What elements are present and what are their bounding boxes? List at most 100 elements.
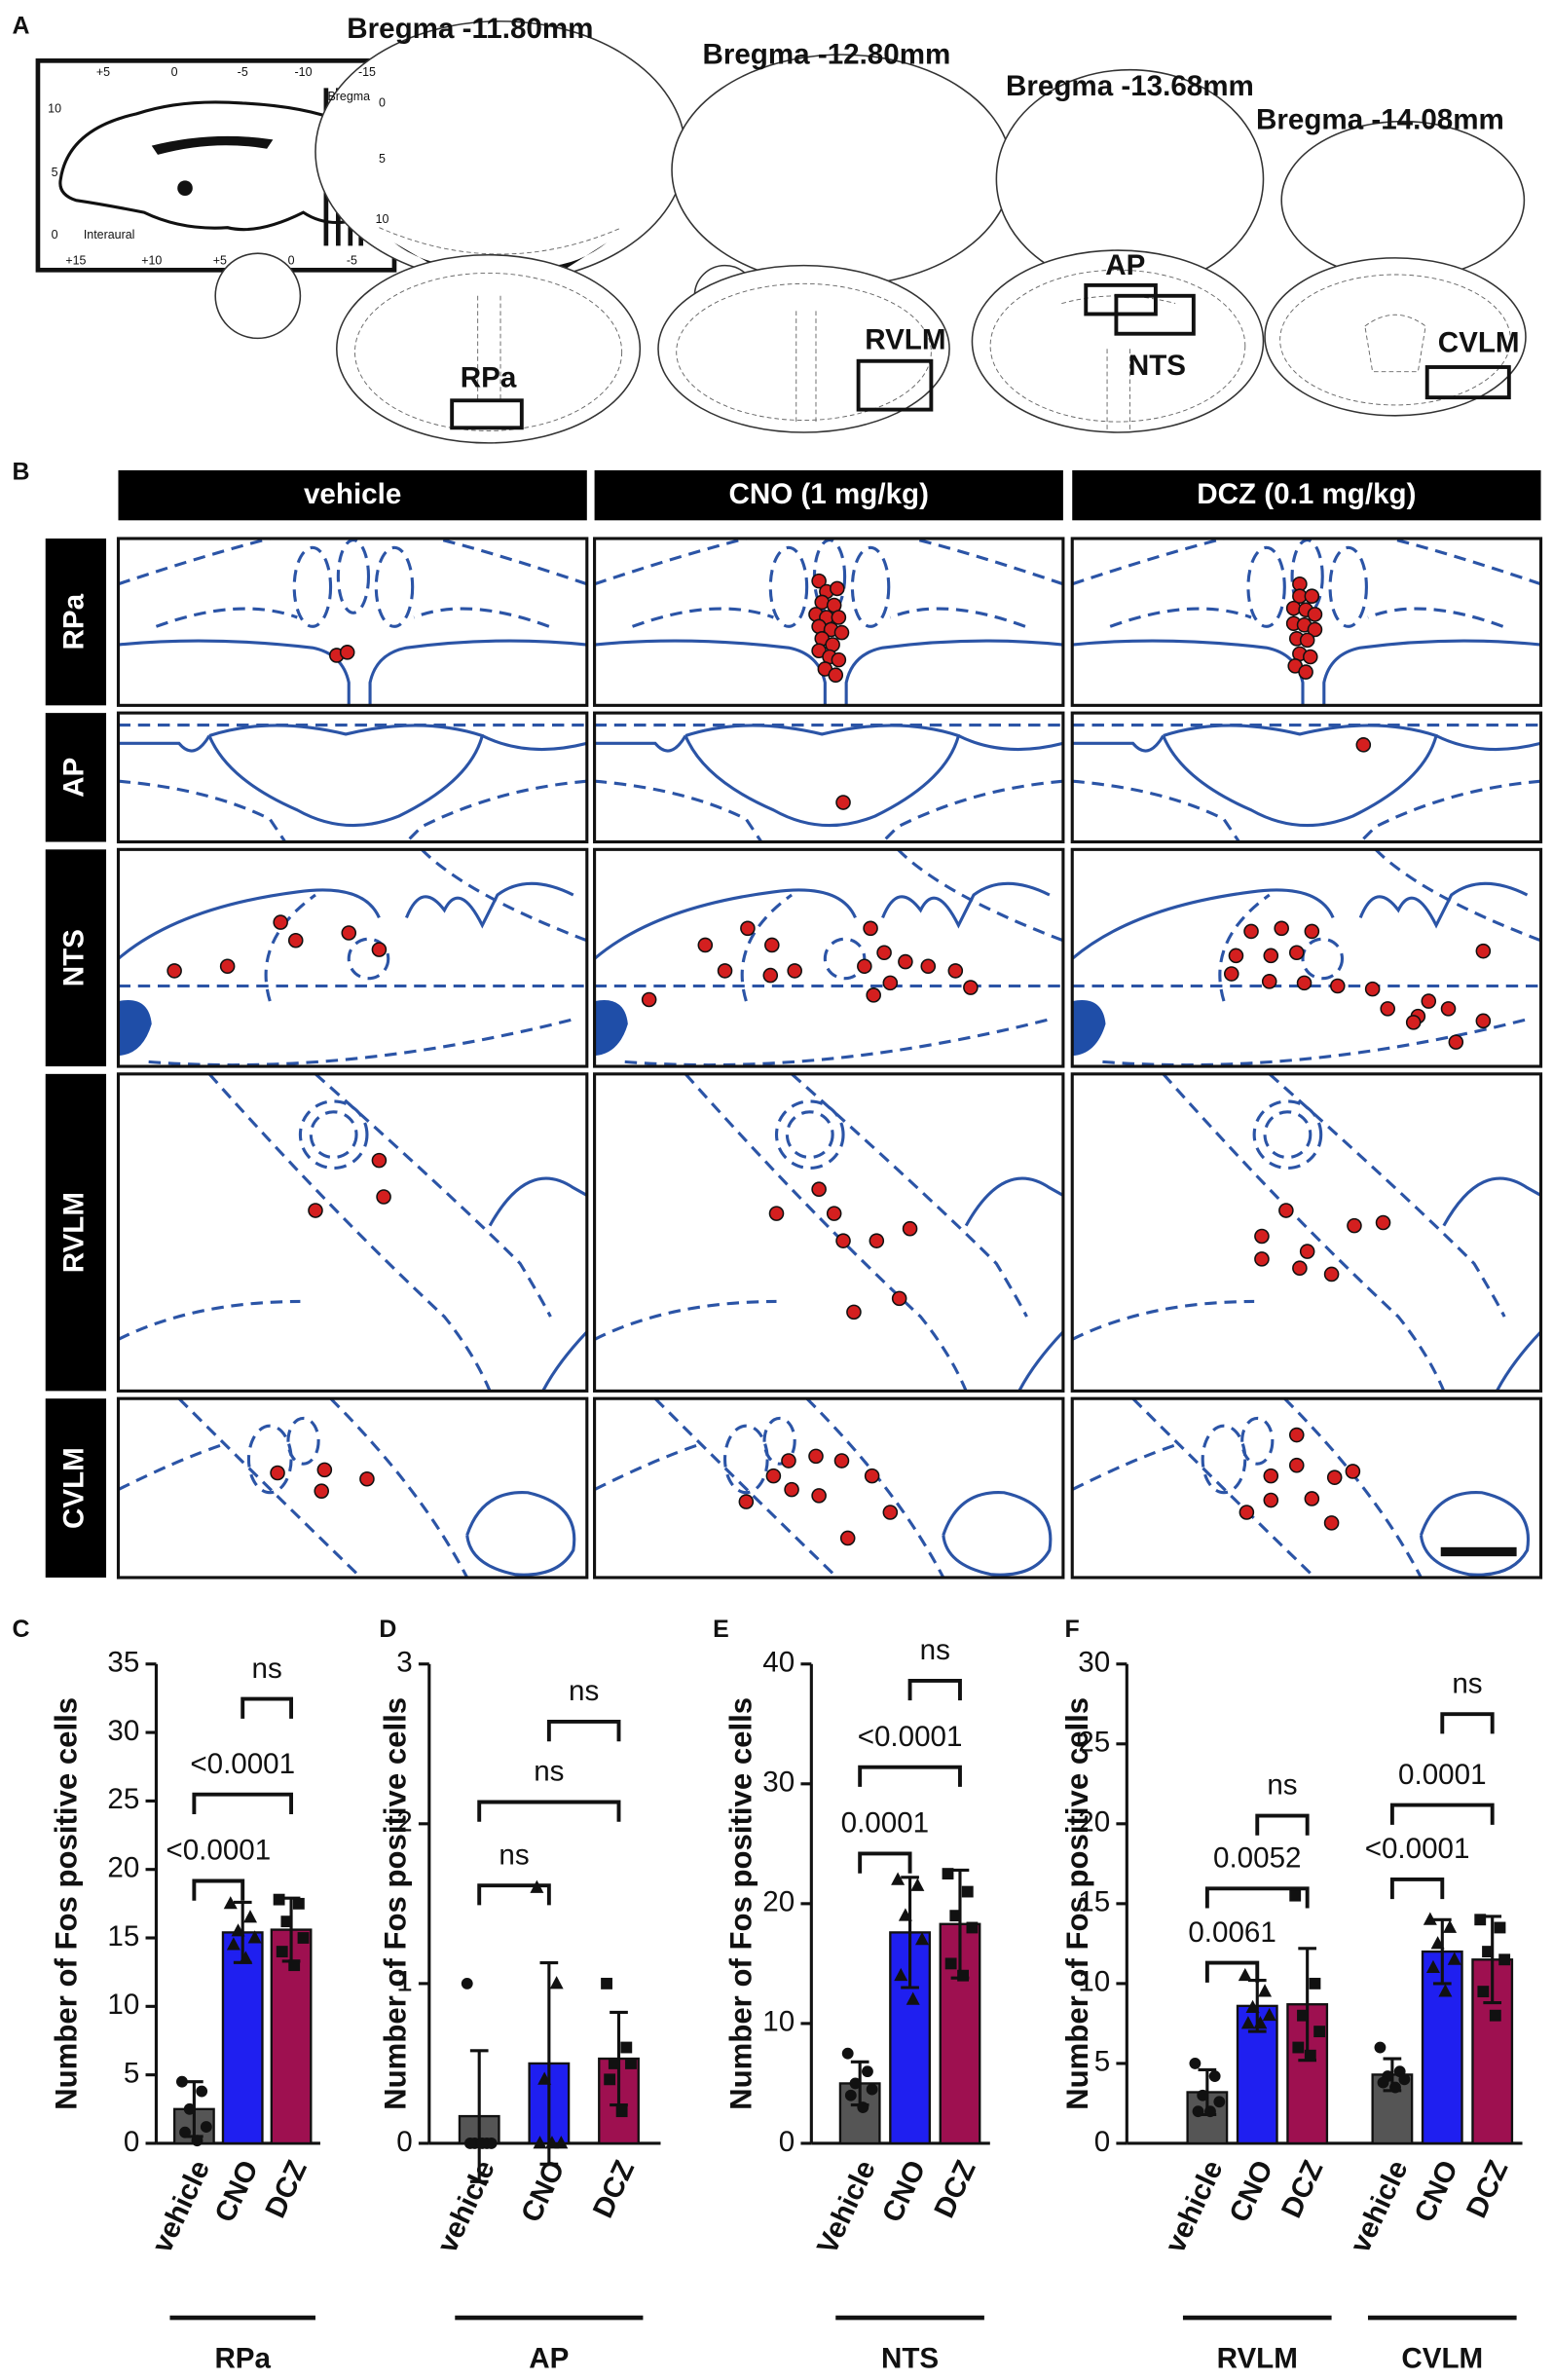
x-tick-label: DCZ <box>1276 2156 1330 2223</box>
y-tick-label: 20 <box>1078 1806 1110 1839</box>
atlas-panel <box>593 711 1065 844</box>
fos-cell <box>1307 607 1323 622</box>
atlas-dashed-line <box>1072 1442 1179 1492</box>
atlas-solid-line <box>1435 734 1541 752</box>
fos-cell <box>1380 1001 1396 1017</box>
x-tick-label: Vehicle <box>811 2156 882 2259</box>
column-header-label: DCZ (0.1 mg/kg) <box>1197 478 1416 510</box>
fos-cell <box>833 624 850 641</box>
data-point <box>1477 1986 1490 1998</box>
error-bar-line <box>1432 1917 1452 1986</box>
data-point <box>1253 2016 1268 2029</box>
inset-label: Interaural <box>84 228 135 242</box>
fos-cell <box>1448 1034 1464 1050</box>
data-point <box>849 2077 862 2090</box>
significance-bracket <box>1255 1813 1310 1836</box>
atlas-dashed-line <box>897 849 1063 943</box>
error-bar <box>1483 1915 1502 2005</box>
data-point <box>615 2105 628 2118</box>
data-point <box>544 2136 559 2149</box>
fos-cell <box>339 645 355 660</box>
atlas-solid-line <box>1495 1330 1541 1392</box>
fos-cell <box>864 1468 880 1484</box>
inset-tick: +5 <box>213 253 227 267</box>
atlas-solid-line <box>1017 1330 1063 1392</box>
atlas-dashed-line <box>1268 1073 1506 1318</box>
atlas-dashed-ellipse <box>309 1110 358 1160</box>
atlas-panel <box>1070 711 1543 844</box>
atlas-dashed-ellipse <box>298 1099 369 1170</box>
data-point <box>1425 1959 1440 1973</box>
data-point <box>1258 1984 1273 1997</box>
fos-cell <box>273 914 288 930</box>
atlas-dashed-line <box>1072 779 1240 842</box>
atlas-dashed-line <box>1072 1299 1255 1341</box>
atlas-dashed-ellipse <box>246 1424 293 1495</box>
bregma-label: Bregma -14.08mm <box>1256 103 1504 135</box>
y-tick-label: 30 <box>762 1766 795 1799</box>
fos-cell <box>876 945 892 961</box>
row-header-label: RPa <box>58 593 91 650</box>
section-4 <box>1264 120 1527 417</box>
atlas-solid-line <box>1442 1176 1541 1227</box>
fos-cell <box>1288 945 1305 961</box>
atlas-solid-line <box>942 1491 1053 1577</box>
inset-tick: 0 <box>171 65 178 79</box>
column-header-label: CNO (1 mg/kg) <box>729 478 929 510</box>
y-axis-label: Number of Fos positive cells <box>1060 1697 1094 2110</box>
atlas-panel <box>593 537 1065 707</box>
fos-cell <box>1288 1457 1305 1473</box>
data-point <box>1313 2026 1326 2038</box>
y-axis-label: Number of Fos positive cells <box>378 1697 412 2110</box>
significance-label: 0.0061 <box>1188 1916 1276 1949</box>
data-point <box>1292 2041 1305 2054</box>
data-point <box>857 2101 869 2113</box>
data-point <box>1192 2105 1204 2118</box>
data-point <box>1474 1914 1487 1926</box>
atlas-drawing <box>1072 539 1541 706</box>
atlas-panel <box>1070 1396 1543 1580</box>
fos-cell <box>1405 1015 1422 1030</box>
data-point <box>1304 2049 1316 2062</box>
atlas-frame <box>1070 711 1543 844</box>
significance-label: ns <box>569 1675 599 1707</box>
fos-cell <box>882 1505 899 1520</box>
fos-cell <box>839 1530 856 1546</box>
significance-label: 0.0001 <box>1398 1759 1486 1791</box>
error-bar-line <box>901 1876 919 1990</box>
atlas-drawing <box>118 1073 587 1392</box>
atlas-solid-line <box>118 639 587 706</box>
atlas-dashed-line <box>177 1398 362 1578</box>
row-header-label: NTS <box>58 929 91 986</box>
inset-tick: -10 <box>295 65 313 79</box>
significance-label: <0.0001 <box>166 1835 271 1867</box>
atlas-panel <box>1070 847 1543 1068</box>
significance-bracket <box>1389 1877 1445 1900</box>
y-tick-label: 1 <box>396 1966 412 1998</box>
atlas-frame <box>116 847 589 1068</box>
fos-cell <box>811 1181 827 1198</box>
data-point <box>223 1896 238 1910</box>
inset-tick: -5 <box>238 65 248 79</box>
data-point <box>844 2089 857 2101</box>
fos-cell <box>811 573 827 589</box>
data-point <box>942 1868 954 1880</box>
data-point <box>1494 1921 1506 1934</box>
atlas-panel <box>116 1396 589 1580</box>
panel-label: D <box>379 1616 396 1643</box>
atlas-dashed-ellipse <box>347 937 390 981</box>
fos-cell <box>1347 1217 1362 1234</box>
atlas-dashed-line <box>631 607 774 628</box>
group-label: RVLM <box>1217 2343 1298 2375</box>
row-header <box>45 713 107 842</box>
region-label: RVLM <box>865 323 945 355</box>
fos-cell <box>166 963 182 979</box>
atlas-dashed-line <box>314 1073 552 1318</box>
data-point <box>226 1937 240 1951</box>
y-tick-label: 10 <box>107 1989 139 2021</box>
x-tick-label: CNO <box>208 2156 265 2228</box>
data-point <box>894 1967 908 1982</box>
fos-cell <box>902 1220 918 1237</box>
inset-tick: +10 <box>141 253 162 267</box>
fos-cell <box>738 1494 755 1509</box>
